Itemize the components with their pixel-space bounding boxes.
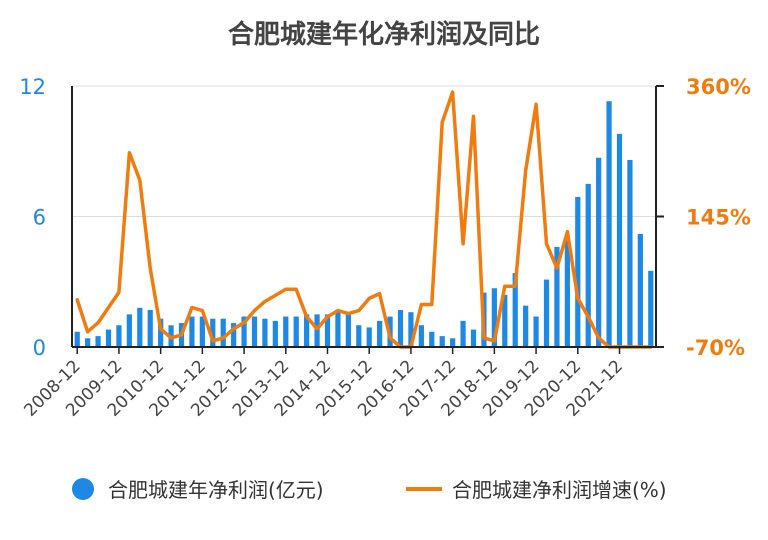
bar: [293, 316, 299, 347]
bar: [596, 157, 602, 347]
y-right-tick-label: 145%: [686, 206, 751, 230]
bar: [439, 336, 445, 347]
bar: [345, 314, 351, 347]
bar: [418, 325, 424, 347]
legend-line-label: 合肥城建净利润增速(%): [452, 478, 667, 502]
bar: [335, 312, 341, 347]
bar: [502, 294, 508, 347]
legend-item-line: 合肥城建净利润增速(%): [406, 474, 667, 503]
bar: [231, 323, 237, 347]
bar: [272, 320, 278, 347]
bar-series: [74, 101, 654, 347]
bar: [564, 240, 570, 347]
y-left-tick-label: 12: [19, 75, 46, 99]
line-series: [75, 90, 653, 349]
bar: [147, 310, 153, 347]
bar: [356, 325, 362, 347]
bar: [262, 318, 268, 347]
bar: [324, 314, 331, 347]
chart-title: 合肥城建年化净利润及同比: [227, 20, 540, 50]
bar: [314, 314, 320, 347]
bar: [210, 318, 216, 347]
bar: [137, 307, 143, 347]
y-right-tick-label: -70%: [686, 336, 745, 360]
bar: [554, 246, 560, 347]
legend-item-bar: 合肥城建年净利润(亿元): [72, 474, 324, 503]
bar: [543, 279, 550, 347]
bar: [251, 316, 258, 347]
growth-line: [75, 90, 653, 349]
bar: [575, 196, 581, 347]
bar: [116, 325, 122, 347]
bar: [377, 320, 383, 347]
bar: [470, 329, 477, 347]
legend-bar-swatch: [72, 477, 94, 500]
bar: [397, 310, 404, 347]
y-left-tick-label: 0: [33, 336, 46, 360]
axes: [71, 85, 664, 354]
bar: [627, 159, 633, 347]
bar: [512, 273, 518, 347]
bar: [533, 316, 539, 347]
bar: [158, 318, 164, 347]
legend-bar-label: 合肥城建年净利润(亿元): [108, 478, 324, 502]
bar: [637, 233, 643, 347]
bar: [616, 133, 623, 347]
bar: [491, 288, 497, 347]
bar: [189, 316, 195, 347]
bar: [523, 305, 529, 347]
bar: [606, 101, 612, 347]
bar: [408, 312, 414, 347]
legend-line-swatch: [406, 486, 442, 491]
bar: [199, 316, 205, 347]
bar: [283, 316, 289, 347]
bar: [220, 318, 226, 347]
bar: [460, 320, 466, 347]
bar: [105, 329, 112, 347]
bar: [85, 338, 91, 347]
bar: [450, 338, 456, 347]
bar: [304, 314, 310, 347]
bar: [429, 331, 435, 347]
bar: [241, 316, 247, 347]
bar: [126, 314, 132, 347]
bar: [585, 183, 591, 347]
y-right-tick-label: 360%: [686, 75, 751, 99]
bar: [74, 331, 80, 347]
y-left-tick-label: 6: [33, 206, 46, 230]
bar: [366, 327, 372, 347]
bar: [648, 270, 654, 347]
bar: [95, 336, 101, 347]
